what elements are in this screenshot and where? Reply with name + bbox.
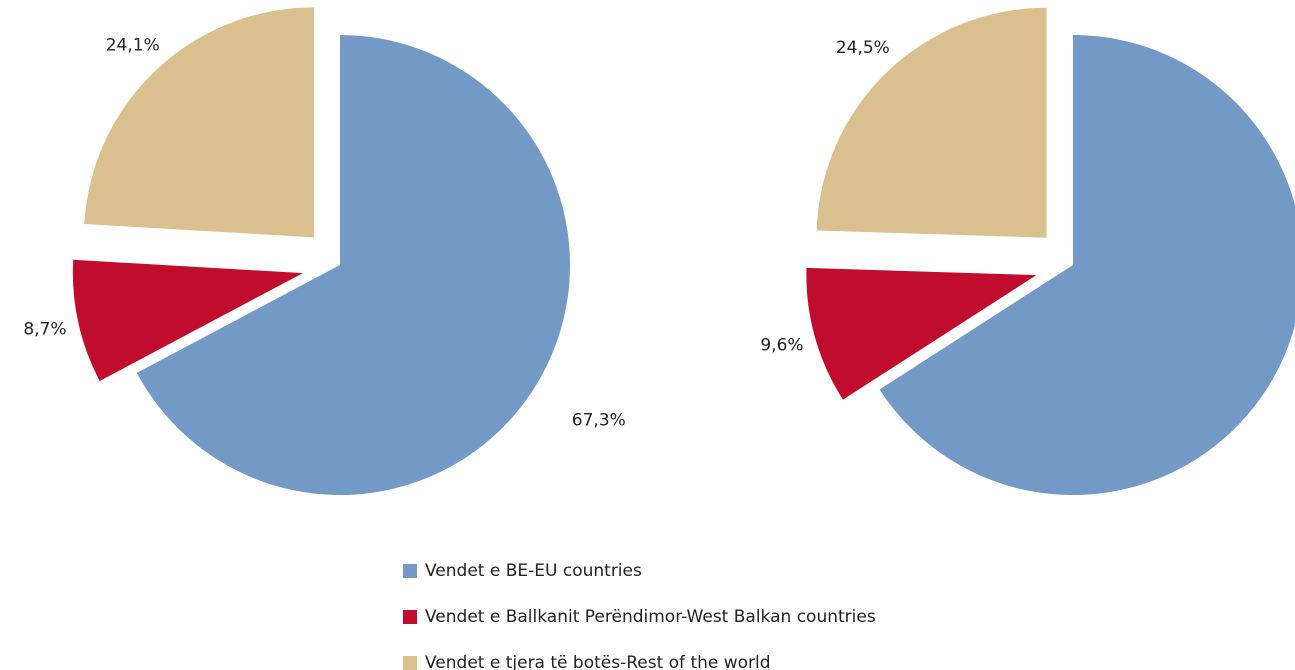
pie-slice bbox=[806, 267, 1037, 400]
slice-label: 67,3% bbox=[572, 411, 626, 431]
legend-label: Vendet e BE-EU countries bbox=[425, 561, 642, 581]
legend-swatch bbox=[403, 564, 417, 578]
legend-label: Vendet e tjera të botës-Rest of the worl… bbox=[425, 653, 771, 670]
slice-label: 8,7% bbox=[23, 319, 66, 339]
slice-label: 24,5% bbox=[836, 38, 890, 58]
slice-label: 9,6% bbox=[760, 336, 803, 356]
legend-label: Vendet e Ballkanit Perëndimor-West Balka… bbox=[425, 607, 876, 627]
pie-slice bbox=[816, 7, 1047, 238]
pie-slice bbox=[84, 7, 314, 238]
pie-slice bbox=[72, 259, 303, 381]
legend-swatch bbox=[403, 656, 417, 670]
legend-swatch bbox=[403, 610, 417, 624]
pie-slice bbox=[879, 35, 1295, 495]
slice-label: 24,1% bbox=[106, 35, 160, 55]
pie-slice bbox=[136, 35, 571, 496]
